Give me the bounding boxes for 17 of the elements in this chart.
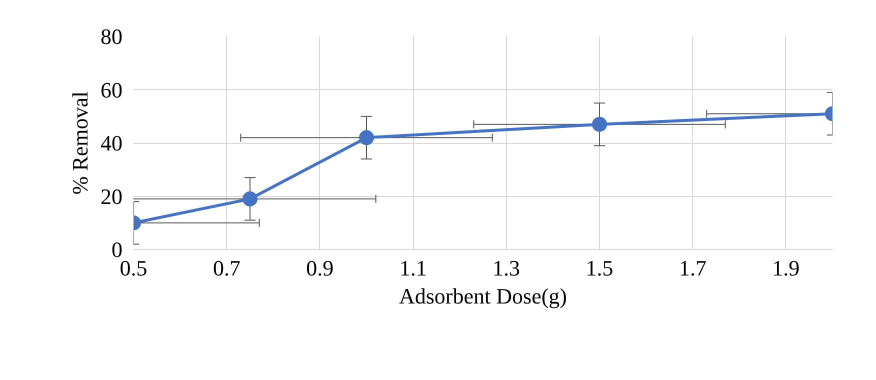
- x-tick-label: 0.9: [306, 256, 334, 280]
- x-tick-label: 1.3: [492, 256, 520, 280]
- x-tick-label: 0.7: [212, 256, 240, 280]
- y-tick-label: 60: [100, 77, 122, 102]
- x-tick-label: 1.9: [772, 256, 800, 280]
- x-tick-label: 1.5: [586, 256, 614, 280]
- y-tick-label: 20: [100, 184, 122, 209]
- y-tick-label: 40: [100, 130, 122, 156]
- y-tick-label: 0: [112, 237, 122, 262]
- point: [242, 191, 258, 206]
- x-tick-label: 1.7: [678, 256, 706, 280]
- x-tick-label: 1.1: [399, 256, 427, 280]
- y-axis-title: % Removal: [68, 91, 92, 195]
- point: [359, 130, 374, 146]
- x-axis-title: Adsorbent Dose(g): [398, 284, 568, 308]
- y-tick-label: 80: [100, 24, 122, 49]
- x-tick-label: 0.5: [120, 256, 148, 280]
